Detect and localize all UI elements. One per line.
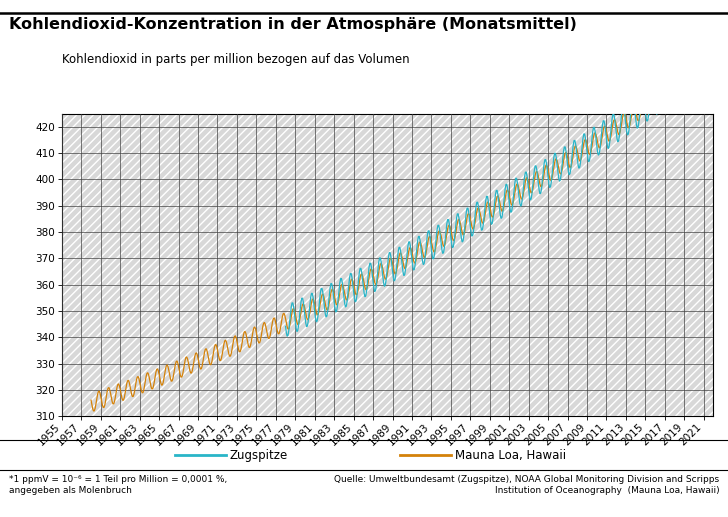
Text: Kohlendioxid in parts per million bezogen auf das Volumen: Kohlendioxid in parts per million bezoge…: [62, 53, 410, 66]
Text: Quelle: Umweltbundesamt (Zugspitze), NOAA Global Monitoring Division and Scripps: Quelle: Umweltbundesamt (Zugspitze), NOA…: [334, 475, 719, 495]
Text: *1 ppmV = 10⁻⁶ = 1 Teil pro Million = 0,0001 %,
angegeben als Molenbruch: *1 ppmV = 10⁻⁶ = 1 Teil pro Million = 0,…: [9, 475, 227, 495]
Text: Mauna Loa, Hawaii: Mauna Loa, Hawaii: [455, 449, 566, 462]
Text: Zugspitze: Zugspitze: [229, 449, 288, 462]
Text: Kohlendioxid-Konzentration in der Atmosphäre (Monatsmittel): Kohlendioxid-Konzentration in der Atmosp…: [9, 17, 577, 32]
